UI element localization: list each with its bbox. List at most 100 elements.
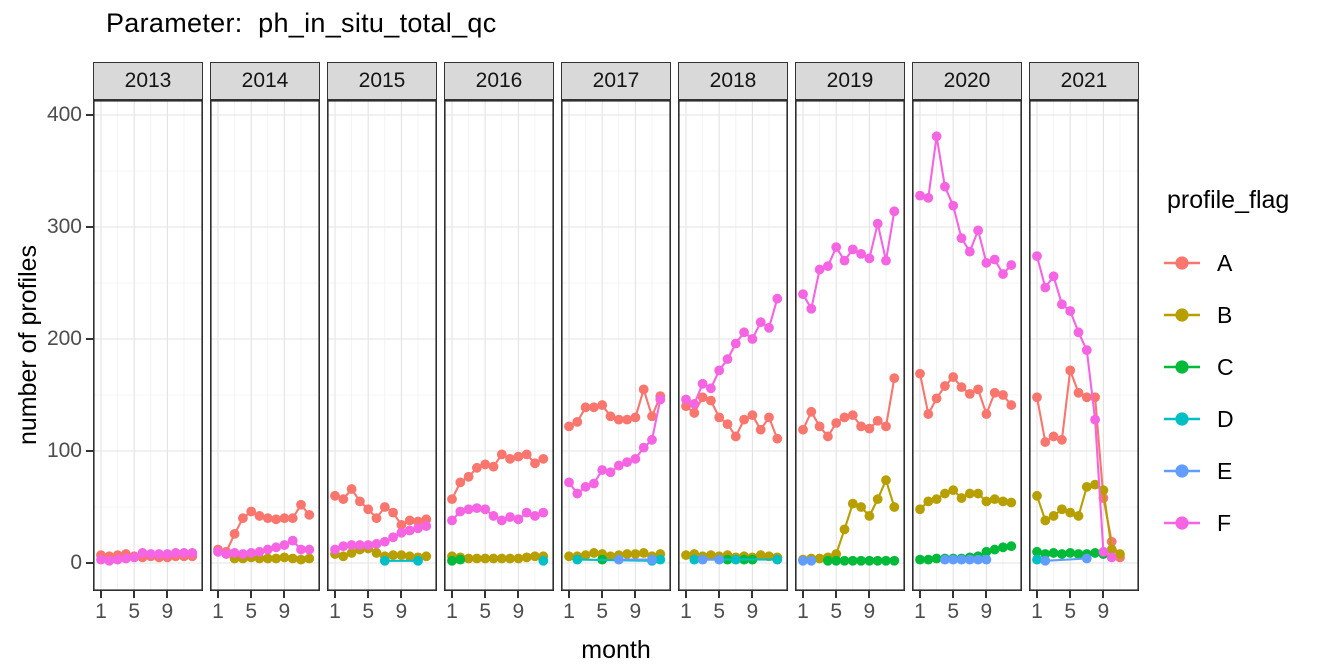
facet-2017: 2017 1 5 9 xyxy=(561,62,671,631)
series-F xyxy=(213,535,315,559)
x-tick-mark xyxy=(451,591,453,598)
facet-year-label: 2017 xyxy=(592,69,640,92)
legend-entry-label: A xyxy=(1217,249,1233,276)
facet-2016: 2016 1 5 9 xyxy=(444,62,554,631)
y-tick-label: 200 xyxy=(46,327,82,350)
series-E xyxy=(798,555,817,566)
series-E xyxy=(1040,553,1092,566)
facet-panel xyxy=(210,100,320,591)
x-tick-label: 9 xyxy=(278,600,291,623)
x-tick-mark xyxy=(1102,591,1105,598)
y-tick-mark xyxy=(86,226,93,228)
y-tick-mark xyxy=(86,114,93,116)
y-tick-label: 100 xyxy=(46,439,82,462)
x-tick-label: 1 xyxy=(212,600,224,623)
legend-entry-label: B xyxy=(1217,301,1233,328)
plot-title: Parameter: ph_in_situ_total_qc xyxy=(106,8,497,38)
facet-strip: 2019 xyxy=(795,62,905,100)
legend-key-icon xyxy=(1164,412,1200,426)
x-tick-label: 9 xyxy=(746,600,759,623)
x-tick-mark xyxy=(133,591,136,598)
x-axis-title: month xyxy=(581,636,651,664)
x-tick-label: 9 xyxy=(395,600,408,623)
facet-strip: 2016 xyxy=(444,62,554,100)
x-tick-mark xyxy=(484,591,487,598)
x-tick-label: 9 xyxy=(161,600,174,623)
x-tick-mark xyxy=(217,591,219,598)
y-tick-mark xyxy=(86,450,93,452)
x-tick-label: 9 xyxy=(980,600,993,623)
series-A xyxy=(915,368,1017,419)
facet-2021: 2021 1 5 9 xyxy=(1029,62,1139,631)
x-tick-mark xyxy=(1036,591,1038,598)
series-B xyxy=(564,548,666,562)
facet-year-label: 2021 xyxy=(1060,69,1108,92)
series-B xyxy=(1032,479,1125,559)
x-tick-label: 9 xyxy=(1097,600,1110,623)
series-F xyxy=(798,206,900,314)
x-tick-label: 1 xyxy=(797,600,809,623)
series-A xyxy=(447,449,549,505)
x-tick-label: 1 xyxy=(95,600,107,623)
legend-entry-label: D xyxy=(1217,405,1234,432)
series-D xyxy=(1032,554,1042,565)
x-tick-mark xyxy=(952,591,955,598)
facet-strip: 2014 xyxy=(210,62,320,100)
legend-entry-label: F xyxy=(1217,509,1232,536)
series-F xyxy=(564,394,666,499)
facet-year-label: 2014 xyxy=(241,69,289,92)
facet-panel xyxy=(912,100,1022,591)
x-tick-mark xyxy=(685,591,687,598)
x-tick-label: 1 xyxy=(1031,600,1043,623)
series-E xyxy=(940,554,992,565)
facet-2020: 2020 1 5 9 xyxy=(912,62,1022,631)
legend-key-icon xyxy=(1164,256,1200,270)
y-tick-label: 400 xyxy=(46,103,82,126)
facet-2013: 2013 1 5 9 xyxy=(93,62,203,631)
legend-key-icon xyxy=(1164,516,1200,530)
series-F xyxy=(681,293,783,409)
x-tick-mark xyxy=(568,591,570,598)
series-C xyxy=(823,555,900,566)
x-tick-mark xyxy=(283,591,286,598)
y-tick-mark xyxy=(86,562,93,564)
x-tick-label: 5 xyxy=(713,600,726,623)
legend-entry-A: A xyxy=(1163,237,1289,289)
legend-entry-label: C xyxy=(1217,353,1234,380)
facet-year-label: 2015 xyxy=(358,69,406,92)
facet-year-label: 2016 xyxy=(475,69,523,92)
x-tick-mark xyxy=(718,591,721,598)
x-tick-label: 5 xyxy=(596,600,609,623)
x-tick-label: 1 xyxy=(914,600,926,623)
x-tick-mark xyxy=(751,591,754,598)
y-tick-label: 300 xyxy=(46,215,82,238)
facet-row: 2013 1 5 9 2014 1 5 9 2015 1 5 9 2016 1 5 9 2017 1 5 9 2018 1… xyxy=(93,62,1139,631)
legend-entry-C: C xyxy=(1163,341,1289,393)
facet-panel xyxy=(795,100,905,591)
x-tick-mark xyxy=(634,591,637,598)
facet-panel xyxy=(93,100,203,591)
x-tick-label: 5 xyxy=(947,600,960,623)
x-tick-label: 9 xyxy=(512,600,525,623)
x-tick-label: 5 xyxy=(1064,600,1077,623)
series-A xyxy=(330,484,432,530)
x-tick-label: 1 xyxy=(680,600,692,623)
x-tick-mark xyxy=(334,591,336,598)
series-D xyxy=(379,555,423,566)
facet-panel xyxy=(327,100,437,591)
x-tick-mark xyxy=(400,591,403,598)
legend-title: profile_flag xyxy=(1167,186,1290,214)
legend-key-icon xyxy=(1164,308,1200,322)
x-tick-mark xyxy=(250,591,253,598)
series-C xyxy=(447,554,466,566)
x-tick-mark xyxy=(517,591,520,598)
x-tick-mark xyxy=(835,591,838,598)
series-E xyxy=(613,554,657,565)
facet-year-label: 2018 xyxy=(709,69,757,92)
